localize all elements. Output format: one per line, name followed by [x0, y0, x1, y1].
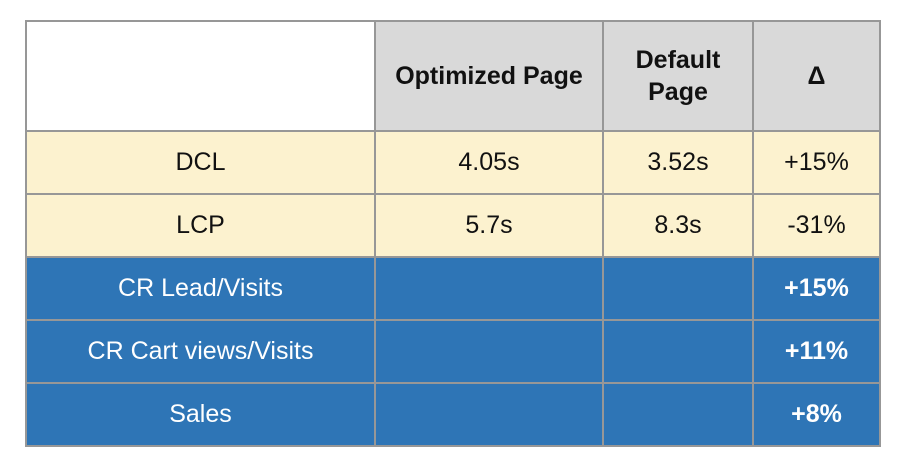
- cell-dcl-label: DCL: [25, 130, 376, 195]
- header-cell-default-page: Default Page: [602, 20, 754, 132]
- cell-cr-lead-visits-default: [602, 256, 754, 321]
- cell-lcp-delta: -31%: [752, 193, 881, 258]
- cell-sales-optimized: [374, 382, 604, 447]
- cell-sales-default: [602, 382, 754, 447]
- cell-cr-lead-visits-label: CR Lead/Visits: [25, 256, 376, 321]
- table-row-sales: Sales +8%: [25, 382, 881, 447]
- cell-dcl-delta: +15%: [752, 130, 881, 195]
- cell-lcp-default: 8.3s: [602, 193, 754, 258]
- table-row-lcp: LCP 5.7s 8.3s -31%: [25, 193, 881, 258]
- table-row-cr-cart-views-visits: CR Cart views/Visits +11%: [25, 319, 881, 384]
- header-cell-delta: Δ: [752, 20, 881, 132]
- cell-sales-delta: +8%: [752, 382, 881, 447]
- cell-cr-cart-views-visits-label: CR Cart views/Visits: [25, 319, 376, 384]
- header-row: Optimized Page Default Page Δ: [25, 20, 881, 132]
- cell-lcp-label: LCP: [25, 193, 376, 258]
- cell-cr-lead-visits-optimized: [374, 256, 604, 321]
- cell-cr-cart-views-visits-delta: +11%: [752, 319, 881, 384]
- header-cell-blank: [25, 20, 376, 132]
- cell-cr-lead-visits-delta: +15%: [752, 256, 881, 321]
- header-cell-optimized-page: Optimized Page: [374, 20, 604, 132]
- cell-dcl-optimized: 4.05s: [374, 130, 604, 195]
- table-row-dcl: DCL 4.05s 3.52s +15%: [25, 130, 881, 195]
- cell-lcp-optimized: 5.7s: [374, 193, 604, 258]
- table-row-cr-lead-visits: CR Lead/Visits +15%: [25, 256, 881, 321]
- cell-dcl-default: 3.52s: [602, 130, 754, 195]
- cell-sales-label: Sales: [25, 382, 376, 447]
- cell-cr-cart-views-visits-optimized: [374, 319, 604, 384]
- comparison-table: Optimized Page Default Page Δ DCL 4.05s …: [25, 20, 881, 447]
- cell-cr-cart-views-visits-default: [602, 319, 754, 384]
